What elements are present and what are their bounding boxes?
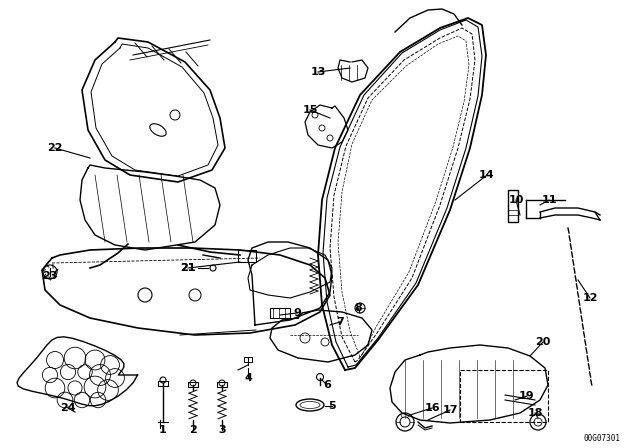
- Text: 3: 3: [218, 425, 226, 435]
- Text: 8: 8: [354, 303, 362, 313]
- Ellipse shape: [296, 399, 324, 411]
- Bar: [238, 250, 256, 262]
- Text: 23: 23: [42, 271, 58, 281]
- Text: 11: 11: [541, 195, 557, 205]
- Text: 15: 15: [302, 105, 317, 115]
- Text: 12: 12: [582, 293, 598, 303]
- Text: 19: 19: [519, 391, 535, 401]
- Text: 21: 21: [180, 263, 196, 273]
- Text: 22: 22: [47, 143, 63, 153]
- Text: 4: 4: [244, 373, 252, 383]
- Bar: [217, 382, 227, 387]
- Bar: [270, 308, 290, 318]
- Text: 5: 5: [328, 401, 336, 411]
- Text: 2: 2: [189, 425, 197, 435]
- Text: 1: 1: [159, 425, 167, 435]
- Text: 14: 14: [479, 170, 495, 180]
- Bar: [188, 382, 198, 387]
- Bar: [460, 370, 548, 422]
- Text: 20: 20: [535, 337, 550, 347]
- Text: 7: 7: [336, 317, 344, 327]
- Bar: [158, 381, 168, 386]
- Text: 9: 9: [293, 308, 301, 318]
- Text: 17: 17: [442, 405, 458, 415]
- Bar: [244, 357, 252, 362]
- Text: 00G07301: 00G07301: [583, 434, 620, 443]
- Text: 21: 21: [180, 263, 196, 273]
- Text: 13: 13: [310, 67, 326, 77]
- Text: 24: 24: [60, 403, 76, 413]
- Ellipse shape: [300, 401, 320, 409]
- Text: 16: 16: [424, 403, 440, 413]
- Text: 18: 18: [527, 408, 543, 418]
- Text: 6: 6: [323, 380, 331, 390]
- Text: 10: 10: [508, 195, 524, 205]
- Ellipse shape: [150, 124, 166, 136]
- Bar: [508, 190, 518, 222]
